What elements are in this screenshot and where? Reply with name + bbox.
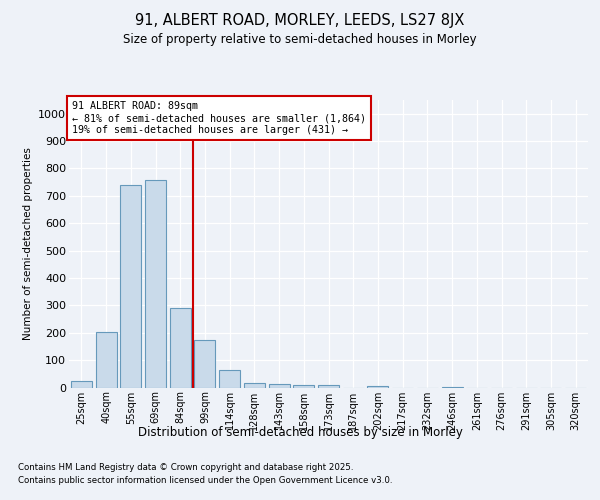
Bar (293, 385, 314, 388)
Bar (194, 340, 215, 388)
Y-axis label: Number of semi-detached properties: Number of semi-detached properties (23, 148, 32, 340)
Bar (318, 385, 339, 388)
Text: Size of property relative to semi-detached houses in Morley: Size of property relative to semi-detach… (123, 32, 477, 46)
Text: Distribution of semi-detached houses by size in Morley: Distribution of semi-detached houses by … (137, 426, 463, 439)
Bar (145, 180, 166, 388)
Bar (71, 382, 92, 388)
Text: Contains public sector information licensed under the Open Government Licence v3: Contains public sector information licen… (18, 476, 392, 485)
Text: 91, ALBERT ROAD, MORLEY, LEEDS, LS27 8JX: 91, ALBERT ROAD, MORLEY, LEEDS, LS27 8JX (136, 12, 464, 28)
Bar (244, 383, 265, 388)
Bar (442, 386, 463, 388)
Bar (367, 386, 388, 388)
Bar (219, 370, 240, 388)
Text: Contains HM Land Registry data © Crown copyright and database right 2025.: Contains HM Land Registry data © Crown c… (18, 462, 353, 471)
Bar (120, 185, 141, 388)
Text: 91 ALBERT ROAD: 89sqm
← 81% of semi-detached houses are smaller (1,864)
19% of s: 91 ALBERT ROAD: 89sqm ← 81% of semi-deta… (71, 102, 365, 134)
Bar (269, 384, 290, 388)
Bar (95, 332, 116, 388)
Bar (170, 308, 191, 388)
